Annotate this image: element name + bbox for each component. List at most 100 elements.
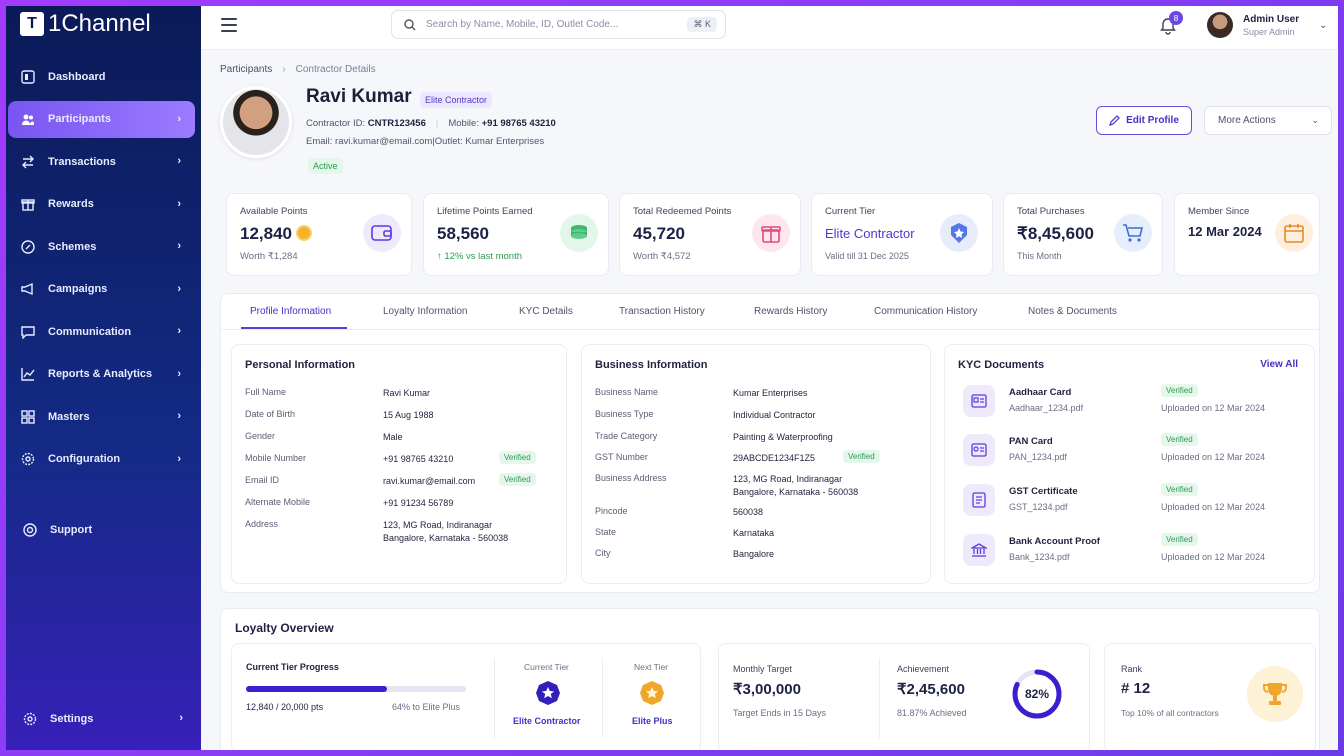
kyc-document-item[interactable]: GST Certificate GST_1234.pdf Verified Uploa… bbox=[963, 483, 1303, 518]
info-value-line: Individual Contractor bbox=[733, 410, 816, 420]
notification-bell-icon[interactable]: 8 bbox=[1159, 11, 1183, 35]
verified-badge: Verified bbox=[499, 451, 536, 464]
sidebar: T 1Channel Dashboard Participants › Transac… bbox=[6, 6, 201, 750]
breadcrumb-separator-icon: › bbox=[282, 64, 286, 75]
search-input[interactable]: Search by Name, Mobile, ID, Outlet Code.… bbox=[391, 10, 726, 39]
more-actions-button[interactable]: More Actions ⌄ bbox=[1204, 106, 1332, 135]
breadcrumb-parent[interactable]: Participants bbox=[220, 64, 273, 75]
stat-value: 45,720 bbox=[633, 224, 685, 243]
tab-kyc-details[interactable]: KYC Details bbox=[519, 306, 573, 317]
pan-card-icon bbox=[963, 434, 995, 466]
profile-avatar bbox=[220, 86, 292, 158]
sidebar-item-dashboard[interactable]: Dashboard bbox=[8, 58, 195, 95]
verified-badge: Verified bbox=[1161, 483, 1198, 496]
stat-label: Total Redeemed Points bbox=[633, 206, 732, 217]
info-key: City bbox=[595, 548, 611, 558]
monthly-target-label: Monthly Target bbox=[733, 664, 792, 674]
info-key: Date of Birth bbox=[245, 409, 296, 419]
info-value: Male bbox=[383, 431, 403, 444]
stat-label: Member Since bbox=[1188, 206, 1250, 217]
transactions-icon bbox=[20, 154, 36, 170]
loyalty-overview-card: Loyalty Overview Current Tier Progress 1… bbox=[220, 608, 1320, 750]
tab-bar: Profile Information Loyalty Information … bbox=[221, 294, 1321, 330]
info-value-line: +91 91234 56789 bbox=[383, 498, 454, 508]
stat-label: Lifetime Points Earned bbox=[437, 206, 533, 217]
sidebar-item-reports-analytics[interactable]: Reports & Analytics › bbox=[8, 356, 195, 393]
info-key: Pincode bbox=[595, 506, 628, 516]
user-menu[interactable]: Admin User Super Admin ⌄ bbox=[1207, 12, 1327, 38]
sidebar-item-settings[interactable]: Settings › bbox=[10, 700, 197, 737]
kyc-documents-panel: KYC Documents View All Aadhaar Card Aadha… bbox=[944, 344, 1315, 584]
stats-row: Available Points 12,840 Worth ₹1,284 Lif… bbox=[220, 193, 1320, 276]
kyc-document-item[interactable]: Aadhaar Card Aadhaar_1234.pdf Verified Uplo… bbox=[963, 384, 1303, 419]
view-all-link[interactable]: View All bbox=[1260, 359, 1298, 370]
sidebar-item-transactions[interactable]: Transactions › bbox=[8, 143, 195, 180]
achievement-value: ₹2,45,600 bbox=[897, 681, 965, 698]
info-key: Gender bbox=[245, 431, 276, 441]
edit-profile-button[interactable]: Edit Profile bbox=[1096, 106, 1192, 135]
sidebar-item-masters[interactable]: Masters › bbox=[8, 398, 195, 435]
tab-rewards-history[interactable]: Rewards History bbox=[754, 306, 828, 317]
sidebar-item-label: Configuration bbox=[48, 453, 121, 465]
chevron-right-icon: › bbox=[179, 712, 183, 724]
tab-communication-history[interactable]: Communication History bbox=[874, 306, 978, 317]
sidebar-item-label: Transactions bbox=[48, 155, 116, 168]
kyc-document-item[interactable]: Bank Account Proof Bank_1234.pdf Verified U… bbox=[963, 533, 1303, 568]
tab-transaction-history[interactable]: Transaction History bbox=[619, 306, 705, 317]
users-icon bbox=[20, 111, 36, 127]
gear-icon bbox=[22, 711, 38, 727]
more-actions-label: More Actions bbox=[1218, 115, 1276, 126]
menu-icon[interactable] bbox=[221, 18, 237, 32]
tier-progress-box: Current Tier Progress 12,840 / 20,000 pt… bbox=[231, 643, 701, 750]
info-value-line: Painting & Waterproofing bbox=[733, 432, 833, 442]
sidebar-item-participants[interactable]: Participants › bbox=[8, 100, 195, 138]
kyc-document-item[interactable]: PAN Card PAN_1234.pdf Verified Uploaded on … bbox=[963, 433, 1303, 468]
stat-available-points: Available Points 12,840 Worth ₹1,284 bbox=[226, 193, 412, 276]
kyc-doc-title: PAN Card bbox=[1009, 436, 1053, 447]
info-value-line: Karnataka bbox=[733, 528, 775, 538]
tab-profile-information[interactable]: Profile Information bbox=[250, 306, 332, 317]
info-value-line: Bangalore bbox=[733, 549, 775, 559]
logo-text: 1Channel bbox=[48, 10, 151, 37]
verified-badge: Verified bbox=[843, 450, 880, 463]
sidebar-item-label: Masters bbox=[48, 410, 90, 423]
info-key: Business Name bbox=[595, 387, 659, 397]
status-badge: Active bbox=[308, 158, 343, 174]
chevron-down-icon: ⌄ bbox=[1319, 20, 1328, 31]
info-value: 560038 bbox=[733, 506, 763, 519]
info-value-line: Male bbox=[383, 432, 403, 442]
verified-badge: Verified bbox=[1161, 384, 1198, 397]
panel-title: Personal Information bbox=[245, 359, 356, 371]
info-value: ravi.kumar@email.com bbox=[383, 475, 475, 488]
tier-progress-fill bbox=[246, 686, 387, 692]
sidebar-item-campaigns[interactable]: Campaigns › bbox=[8, 271, 195, 308]
info-key: Alternate Mobile bbox=[245, 497, 311, 507]
sidebar-item-schemes[interactable]: Schemes › bbox=[8, 228, 195, 265]
document-icon bbox=[963, 484, 995, 516]
info-value-line: Kumar Enterprises bbox=[733, 388, 808, 398]
info-value-line: 123, MG Road, Indiranagar bbox=[733, 474, 843, 484]
info-value-line: 123, MG Road, Indiranagar bbox=[383, 520, 493, 530]
chat-icon bbox=[20, 324, 36, 340]
sidebar-item-rewards[interactable]: Rewards › bbox=[8, 186, 195, 223]
info-value: Bangalore bbox=[733, 548, 774, 561]
coins-stack-icon bbox=[560, 214, 598, 252]
info-key: State bbox=[595, 527, 617, 537]
sidebar-item-support[interactable]: Support bbox=[10, 511, 197, 548]
info-value-line: 29ABCDE1234F1Z5 bbox=[733, 453, 816, 463]
tab-loyalty-information[interactable]: Loyalty Information bbox=[383, 306, 468, 317]
app-logo[interactable]: T 1Channel bbox=[20, 10, 151, 38]
sidebar-item-configuration[interactable]: Configuration › bbox=[8, 441, 195, 478]
chevron-right-icon: › bbox=[177, 410, 181, 422]
sidebar-item-label: Participants bbox=[48, 113, 111, 125]
info-value: +91 91234 56789 bbox=[383, 497, 453, 510]
chevron-right-icon: › bbox=[177, 112, 181, 125]
chevron-right-icon: › bbox=[177, 452, 181, 465]
sidebar-nav: Dashboard Participants › Transactions › Rewar… bbox=[6, 58, 201, 483]
sidebar-item-communication[interactable]: Communication › bbox=[8, 313, 195, 350]
sidebar-item-label: Dashboard bbox=[48, 70, 106, 83]
app-frame: T 1Channel Dashboard Participants › Transac… bbox=[6, 6, 1338, 750]
tab-notes-documents[interactable]: Notes & Documents bbox=[1028, 306, 1117, 317]
rank-note: Top 10% of all contractors bbox=[1121, 708, 1219, 718]
kyc-doc-uploaded: Uploaded on 12 Mar 2024 bbox=[1161, 452, 1266, 462]
